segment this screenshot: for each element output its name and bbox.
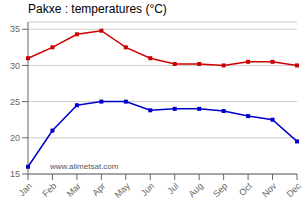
html-text:www.allmetsat.com: www.allmetsat.com [50,162,119,171]
svg-text:Sep: Sep [211,181,229,199]
svg-text:Jun: Jun [139,181,156,198]
svg-text:Jan: Jan [17,181,34,198]
svg-text:Jul: Jul [165,181,180,196]
svg-text:20: 20 [10,133,20,143]
svg-text:25: 25 [10,97,20,107]
svg-text:Dec: Dec [285,181,297,200]
html-text:Pakxe : temperatures (°C): Pakxe : temperatures (°C) [28,2,167,16]
svg-text:30: 30 [10,61,20,71]
svg-text:15: 15 [10,169,20,179]
svg-text:Nov: Nov [260,181,279,200]
svg-text:Mar: Mar [65,181,83,199]
svg-text:Feb: Feb [40,181,58,199]
svg-text:Apr: Apr [90,181,107,198]
svg-text:Aug: Aug [187,181,205,199]
svg-text:Oct: Oct [237,181,254,198]
svg-text:May: May [113,181,132,200]
svg-text:35: 35 [10,24,20,34]
